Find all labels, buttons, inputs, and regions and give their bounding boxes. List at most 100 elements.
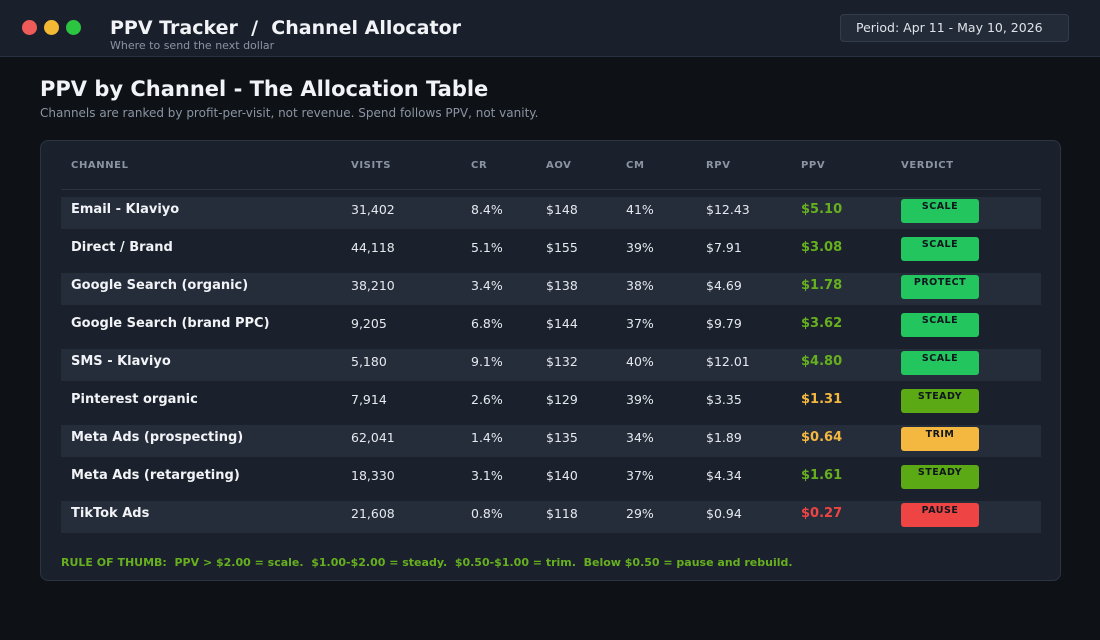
rule-of-thumb: RULE OF THUMB: PPV > $2.00 = scale. $1.0… [61, 556, 793, 569]
cell-cm: 40% [626, 354, 654, 369]
cell-channel: Google Search (brand PPC) [71, 316, 270, 331]
cell-rpv: $4.34 [706, 468, 742, 483]
header-cr[interactable]: CR [471, 160, 488, 171]
verdict-badge: PROTECT [901, 275, 979, 299]
cell-visits: 31,402 [351, 202, 395, 217]
cell-cr: 6.8% [471, 316, 503, 331]
table-row[interactable]: Meta Ads (retargeting) 18,330 3.1% $140 37% $… [61, 463, 1041, 495]
cell-visits: 18,330 [351, 468, 395, 483]
cell-channel: Email - Klaviyo [71, 202, 180, 217]
cell-cm: 38% [626, 278, 654, 293]
table-header: CHANNEL VISITS CR AOV CM RPV PPV VERDICT [61, 141, 1041, 190]
verdict-badge: PAUSE [901, 503, 979, 527]
header-verdict[interactable]: VERDICT [901, 160, 954, 171]
cell-cr: 3.4% [471, 278, 503, 293]
window-controls [22, 20, 81, 35]
cell-aov: $129 [546, 392, 578, 407]
cell-cr: 8.4% [471, 202, 503, 217]
cell-ppv: $1.61 [801, 468, 843, 483]
cell-visits: 5,180 [351, 354, 387, 369]
page-title: PPV by Channel - The Allocation Table [40, 77, 489, 101]
cell-cm: 37% [626, 468, 654, 483]
cell-cr: 9.1% [471, 354, 503, 369]
verdict-badge: SCALE [901, 199, 979, 223]
verdict-badge: STEADY [901, 465, 979, 489]
maximize-window-button[interactable] [66, 20, 81, 35]
cell-ppv: $0.64 [801, 430, 843, 445]
cell-cm: 29% [626, 506, 654, 521]
cell-cr: 3.1% [471, 468, 503, 483]
allocation-table-panel: CHANNEL VISITS CR AOV CM RPV PPV VERDICT… [40, 140, 1061, 581]
cell-channel: Pinterest organic [71, 392, 198, 407]
cell-cm: 37% [626, 316, 654, 331]
cell-rpv: $3.35 [706, 392, 742, 407]
cell-aov: $138 [546, 278, 578, 293]
cell-ppv: $4.80 [801, 354, 843, 369]
verdict-badge: TRIM [901, 427, 979, 451]
cell-rpv: $4.69 [706, 278, 742, 293]
cell-cm: 41% [626, 202, 654, 217]
cell-aov: $140 [546, 468, 578, 483]
page-description: Channels are ranked by profit-per-visit,… [40, 106, 539, 120]
table-row[interactable]: Pinterest organic 7,914 2.6% $129 39% $3.35 $1… [61, 387, 1041, 419]
app-title: PPV Tracker / Channel Allocator [110, 17, 462, 39]
verdict-badge: STEADY [901, 389, 979, 413]
cell-aov: $144 [546, 316, 578, 331]
title-bar: PPV Tracker / Channel Allocator Where to… [0, 0, 1100, 57]
cell-visits: 9,205 [351, 316, 387, 331]
minimize-window-button[interactable] [44, 20, 59, 35]
cell-cr: 5.1% [471, 240, 503, 255]
table-row[interactable]: Google Search (organic) 38,210 3.4% $138 38%… [61, 273, 1041, 305]
cell-ppv: $3.08 [801, 240, 843, 255]
cell-ppv: $3.62 [801, 316, 843, 331]
cell-aov: $135 [546, 430, 578, 445]
cell-channel: Direct / Brand [71, 240, 173, 255]
cell-cr: 2.6% [471, 392, 503, 407]
cell-ppv: $0.27 [801, 506, 843, 521]
cell-cr: 0.8% [471, 506, 503, 521]
cell-ppv: $1.31 [801, 392, 843, 407]
cell-aov: $132 [546, 354, 578, 369]
header-aov[interactable]: AOV [546, 160, 572, 171]
cell-ppv: $1.78 [801, 278, 843, 293]
app-subtitle: Where to send the next dollar [110, 39, 275, 52]
cell-cm: 34% [626, 430, 654, 445]
cell-cm: 39% [626, 392, 654, 407]
header-visits[interactable]: VISITS [351, 160, 392, 171]
cell-rpv: $12.43 [706, 202, 750, 217]
cell-aov: $118 [546, 506, 578, 521]
cell-channel: SMS - Klaviyo [71, 354, 171, 369]
cell-rpv: $9.79 [706, 316, 742, 331]
header-ppv[interactable]: PPV [801, 160, 826, 171]
cell-channel: Meta Ads (retargeting) [71, 468, 240, 483]
cell-visits: 21,608 [351, 506, 395, 521]
close-window-button[interactable] [22, 20, 37, 35]
header-channel[interactable]: CHANNEL [71, 160, 129, 171]
table-row[interactable]: Email - Klaviyo 31,402 8.4% $148 41% $12.43 $5… [61, 197, 1041, 229]
cell-channel: TikTok Ads [71, 506, 150, 521]
cell-rpv: $1.89 [706, 430, 742, 445]
cell-visits: 44,118 [351, 240, 395, 255]
cell-cm: 39% [626, 240, 654, 255]
table-row[interactable]: TikTok Ads 21,608 0.8% $118 29% $0.94 $0.27 PAU… [61, 501, 1041, 533]
cell-visits: 38,210 [351, 278, 395, 293]
table-row[interactable]: Direct / Brand 44,118 5.1% $155 39% $7.91 $3.0… [61, 235, 1041, 267]
table-row[interactable]: Meta Ads (prospecting) 62,041 1.4% $135 34% $… [61, 425, 1041, 457]
table-row[interactable]: Google Search (brand PPC) 9,205 6.8% $144 37… [61, 311, 1041, 343]
cell-visits: 62,041 [351, 430, 395, 445]
cell-rpv: $0.94 [706, 506, 742, 521]
cell-rpv: $7.91 [706, 240, 742, 255]
cell-ppv: $5.10 [801, 202, 843, 217]
header-cm[interactable]: CM [626, 160, 645, 171]
period-selector[interactable]: Period: Apr 11 - May 10, 2026 [840, 14, 1069, 42]
cell-visits: 7,914 [351, 392, 387, 407]
cell-channel: Google Search (organic) [71, 278, 249, 293]
table-row[interactable]: SMS - Klaviyo 5,180 9.1% $132 40% $12.01 $4.80… [61, 349, 1041, 381]
cell-aov: $155 [546, 240, 578, 255]
cell-aov: $148 [546, 202, 578, 217]
cell-channel: Meta Ads (prospecting) [71, 430, 244, 445]
cell-cr: 1.4% [471, 430, 503, 445]
cell-rpv: $12.01 [706, 354, 750, 369]
verdict-badge: SCALE [901, 351, 979, 375]
header-rpv[interactable]: RPV [706, 160, 731, 171]
